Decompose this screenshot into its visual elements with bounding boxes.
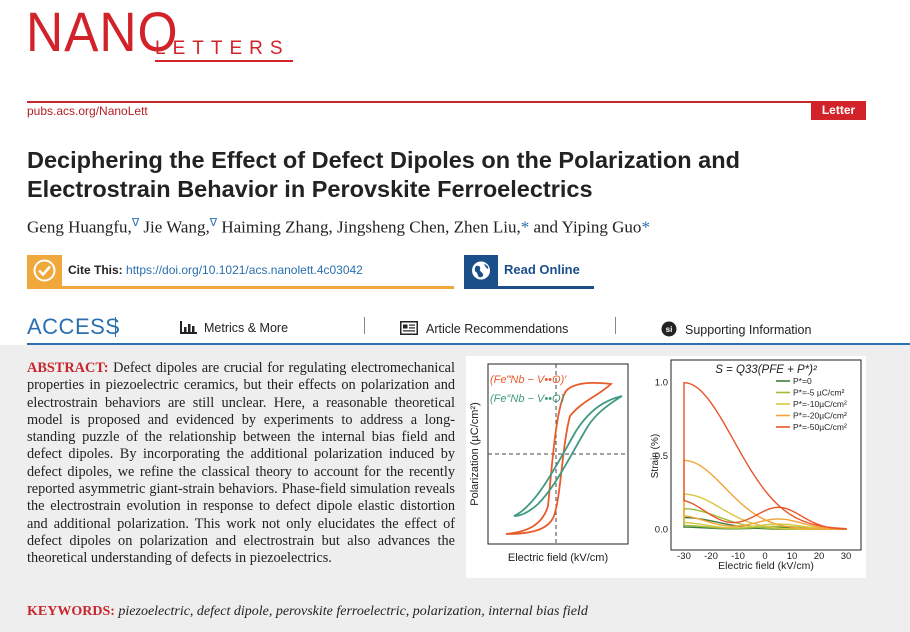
author-list: Geng Huangfu,∇ Jie Wang,∇ Haiming Zhang,…	[27, 216, 650, 238]
equal-contribution-mark: ∇	[209, 217, 218, 229]
metrics-button[interactable]: Metrics & More	[180, 321, 288, 335]
author-name[interactable]: Jie Wang,	[143, 217, 210, 237]
x-tick-label: -20	[704, 551, 718, 562]
abstract-text-block: ABSTRACT: Defect dipoles are crucial for…	[27, 360, 455, 568]
y-tick-label: 0.5	[655, 451, 668, 462]
author-name[interactable]: and Yiping Guo	[533, 217, 642, 237]
strain-y-axis-label: Strain (%)	[650, 434, 661, 478]
supporting-info-button[interactable]: si Supporting Information	[661, 321, 811, 337]
author-name[interactable]: Haiming Zhang,	[221, 217, 333, 237]
legend-fe-nb-prime: (Fe‴Nb − V••O)′	[490, 374, 567, 386]
read-online-label[interactable]: Read Online	[504, 262, 580, 277]
corresponding-mark: *	[520, 217, 530, 237]
tool-separator	[364, 317, 365, 334]
cite-label: Cite This:	[68, 263, 123, 277]
x-tick-label: -10	[731, 551, 745, 562]
bar-chart-icon	[180, 321, 197, 334]
svg-text:si: si	[666, 325, 673, 334]
author-name[interactable]: Geng Huangfu,	[27, 217, 132, 237]
recommendations-label: Article Recommendations	[426, 322, 569, 336]
legend-entry: P*=0	[793, 376, 812, 386]
article-icon	[400, 321, 418, 335]
strain-x-axis-label: Electric field (kV/cm)	[718, 560, 814, 572]
read-online-button[interactable]	[464, 255, 594, 289]
keywords-list: piezoelectric, defect dipole, perovskite…	[118, 604, 588, 619]
y-tick-label: 1.0	[655, 378, 668, 389]
series-line-fe-nb	[513, 395, 623, 517]
x-axis-label: Electric field (kV/cm)	[508, 552, 608, 564]
header-rule	[27, 101, 865, 103]
globe-icon	[464, 255, 498, 286]
strain-equation: S = Q33(PFE + P*)²	[715, 364, 818, 376]
check-badge-icon	[27, 255, 62, 286]
corresponding-mark: *	[641, 217, 650, 237]
y-tick-label: 0.0	[655, 524, 668, 535]
toc-graphic: (Fe‴Nb − V••O)′ (Fe″Nb − V••O) Polarizat…	[466, 356, 866, 578]
strain-series-line	[683, 381, 847, 530]
legend-entry: P*=-10µC/cm²	[793, 399, 847, 409]
journal-url-link[interactable]: pubs.acs.org/NanoLett	[27, 104, 148, 118]
x-tick-label: -30	[677, 551, 691, 562]
y-axis-label: Polarization (µC/cm²)	[469, 402, 481, 506]
tool-separator	[615, 317, 616, 334]
x-tick-label: 20	[814, 551, 825, 562]
journal-logo-sub: LETTERS	[155, 38, 290, 59]
article-type-badge: Letter	[811, 101, 866, 120]
cite-this: Cite This: https://doi.org/10.1021/acs.n…	[68, 263, 363, 277]
x-tick-label: 0	[762, 551, 767, 562]
cite-bar	[27, 255, 454, 289]
journal-logo-main: NANO	[26, 0, 179, 63]
access-label: ACCESS	[27, 314, 121, 339]
legend-fe-nb: (Fe″Nb − V••O)	[490, 393, 565, 405]
keywords-label: KEYWORDS:	[27, 604, 115, 619]
x-tick-label: 30	[841, 551, 852, 562]
metrics-label: Metrics & More	[204, 321, 289, 335]
legend-entry: P*=-5 µC/cm²	[793, 388, 845, 398]
access-separator	[115, 317, 116, 337]
author-name[interactable]: Zhen Liu,	[453, 217, 521, 237]
keywords-block: KEYWORDS: piezoelectric, defect dipole, …	[27, 604, 897, 620]
doi-link[interactable]: https://doi.org/10.1021/acs.nanolett.4c0…	[126, 263, 363, 277]
access-rule	[27, 343, 910, 345]
series-line-fe-nb-prime	[505, 382, 614, 535]
legend-entry: P*=-50µC/cm²	[793, 422, 847, 432]
si-icon: si	[661, 321, 677, 337]
author-name[interactable]: Jingsheng Chen,	[337, 217, 450, 237]
x-tick-label: 10	[787, 551, 798, 562]
article-title: Deciphering the Effect of Defect Dipoles…	[27, 147, 740, 202]
abstract-label: ABSTRACT:	[27, 360, 109, 376]
recommendations-button[interactable]: Article Recommendations	[400, 321, 568, 336]
abstract-body: Defect dipoles are crucial for regulatin…	[27, 360, 456, 567]
legend-entry: P*=-20µC/cm²	[793, 411, 847, 421]
strain-plot-frame	[670, 359, 862, 551]
equal-contribution-mark: ∇	[131, 217, 140, 229]
supporting-info-label: Supporting Information	[685, 323, 812, 337]
logo-underline	[155, 60, 293, 62]
